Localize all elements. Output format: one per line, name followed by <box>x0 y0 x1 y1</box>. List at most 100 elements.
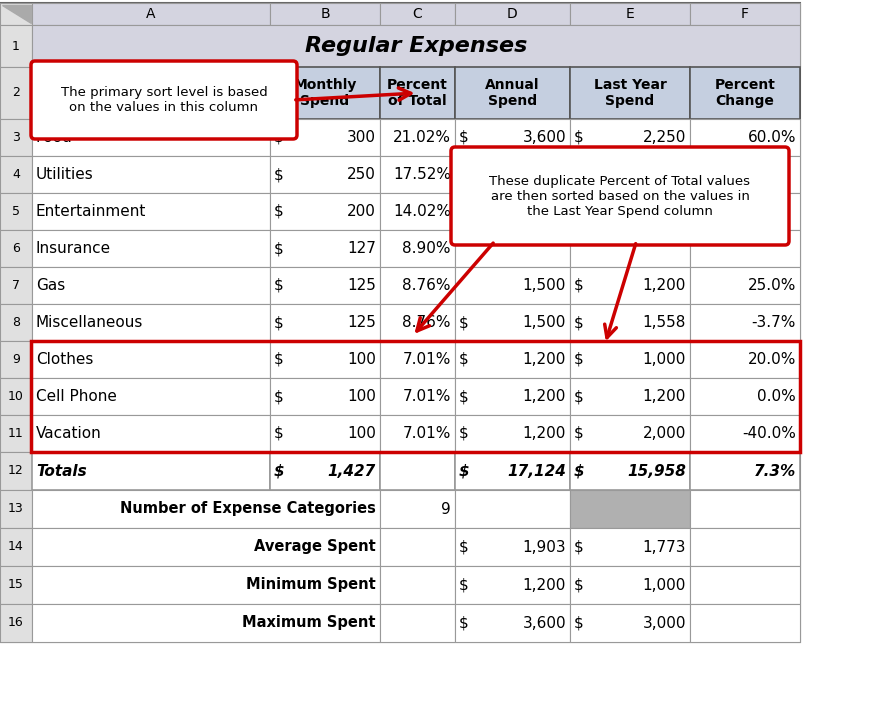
Text: Miscellaneous: Miscellaneous <box>36 315 143 330</box>
Bar <box>569 3 689 25</box>
Text: 1,200: 1,200 <box>522 426 565 441</box>
Bar <box>270 119 380 156</box>
Text: 1,200: 1,200 <box>522 352 565 367</box>
Text: Minimum Spent: Minimum Spent <box>246 578 375 592</box>
Text: $: $ <box>459 578 468 592</box>
Text: 1,000: 1,000 <box>642 352 685 367</box>
Bar <box>380 67 454 119</box>
Bar <box>689 378 799 415</box>
Polygon shape <box>2 5 31 23</box>
Text: Totals: Totals <box>36 463 87 479</box>
Bar <box>689 415 799 452</box>
Text: 12: 12 <box>8 465 24 477</box>
Bar <box>0 67 32 119</box>
Text: $: $ <box>459 615 468 630</box>
Text: $: $ <box>274 241 283 256</box>
Bar <box>0 452 32 490</box>
Text: $: $ <box>459 540 468 554</box>
Bar <box>270 67 380 119</box>
Bar <box>0 267 32 304</box>
Bar <box>32 528 380 566</box>
Text: 1,500: 1,500 <box>522 278 565 293</box>
Text: 1,000: 1,000 <box>642 578 685 592</box>
Text: Maximum Spent: Maximum Spent <box>242 615 375 630</box>
Bar <box>689 528 799 566</box>
Bar <box>0 304 32 341</box>
Text: 4: 4 <box>12 168 20 181</box>
FancyBboxPatch shape <box>451 147 789 245</box>
Text: Monthly
Spend: Monthly Spend <box>293 78 357 108</box>
Bar <box>454 378 569 415</box>
Text: 1,558: 1,558 <box>642 315 685 330</box>
Bar <box>270 304 380 341</box>
Text: Clothes: Clothes <box>36 352 93 367</box>
Bar <box>0 604 32 642</box>
Bar <box>689 230 799 267</box>
Text: $: $ <box>274 130 283 145</box>
Bar <box>689 156 799 193</box>
Bar <box>569 119 689 156</box>
Bar <box>569 604 689 642</box>
Bar <box>689 193 799 230</box>
Text: 127: 127 <box>347 241 375 256</box>
FancyBboxPatch shape <box>31 61 297 139</box>
Text: 7.01%: 7.01% <box>402 389 451 404</box>
Bar <box>454 604 569 642</box>
Bar <box>270 156 380 193</box>
Text: $: $ <box>573 615 583 630</box>
Bar <box>454 230 569 267</box>
Text: 8: 8 <box>12 316 20 329</box>
Text: D: D <box>507 7 518 21</box>
Text: 17,124: 17,124 <box>507 463 565 479</box>
Text: 1,200: 1,200 <box>522 578 565 592</box>
Bar <box>569 378 689 415</box>
Text: $: $ <box>459 315 468 330</box>
Bar <box>0 156 32 193</box>
Text: 3,600: 3,600 <box>522 130 565 145</box>
Text: E: E <box>625 7 634 21</box>
Bar <box>0 230 32 267</box>
Bar <box>0 119 32 156</box>
Text: 2: 2 <box>12 86 20 100</box>
Bar <box>569 341 689 378</box>
Bar <box>380 604 454 642</box>
Bar <box>454 119 569 156</box>
Bar <box>689 341 799 378</box>
Bar <box>689 490 799 528</box>
Text: These duplicate Percent of Total values
are then sorted based on the values in
t: These duplicate Percent of Total values … <box>489 175 750 217</box>
Bar <box>380 452 454 490</box>
Text: Utilities: Utilities <box>36 167 94 182</box>
Text: $: $ <box>573 130 583 145</box>
Text: $: $ <box>459 352 468 367</box>
Text: 8.90%: 8.90% <box>402 241 451 256</box>
Bar <box>0 378 32 415</box>
Text: 13: 13 <box>8 503 24 515</box>
Bar <box>270 378 380 415</box>
Text: 9: 9 <box>441 501 451 517</box>
Text: 1,773: 1,773 <box>642 540 685 554</box>
Bar <box>454 156 569 193</box>
Bar <box>569 304 689 341</box>
Text: Annual
Spend: Annual Spend <box>485 78 539 108</box>
Text: $: $ <box>573 352 583 367</box>
Bar <box>0 415 32 452</box>
Text: $: $ <box>274 389 283 404</box>
Bar <box>454 304 569 341</box>
Text: $: $ <box>573 278 583 293</box>
Text: 7.01%: 7.01% <box>402 426 451 441</box>
Text: C: C <box>412 7 422 21</box>
Bar <box>689 304 799 341</box>
Text: 8.76%: 8.76% <box>402 278 451 293</box>
Text: 100: 100 <box>347 389 375 404</box>
Text: $: $ <box>573 315 583 330</box>
Text: 8.76%: 8.76% <box>402 315 451 330</box>
Bar <box>569 230 689 267</box>
Text: 6: 6 <box>12 242 20 255</box>
Bar <box>569 566 689 604</box>
Bar <box>454 193 569 230</box>
Bar <box>689 3 799 25</box>
Bar <box>0 3 32 25</box>
Text: 250: 250 <box>347 167 375 182</box>
Bar <box>32 25 799 67</box>
Bar <box>569 193 689 230</box>
